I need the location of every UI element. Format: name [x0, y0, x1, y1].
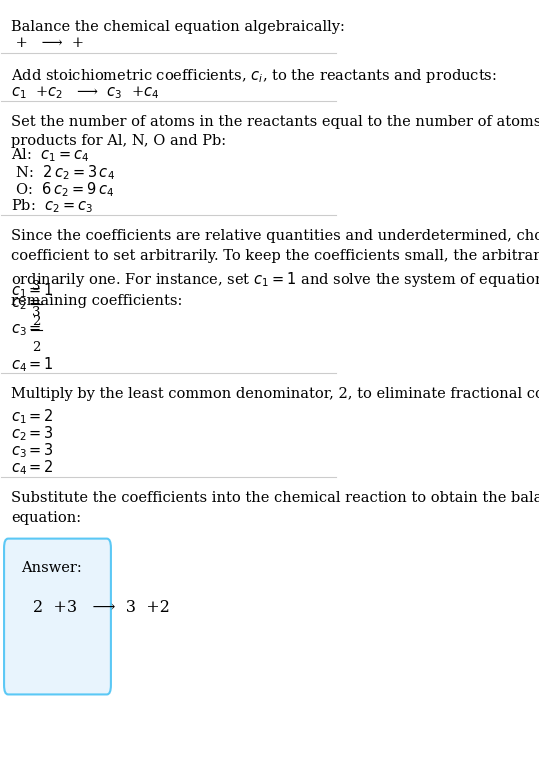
Text: N:  $2\,c_2 = 3\,c_4$: N: $2\,c_2 = 3\,c_4$ — [11, 163, 115, 182]
FancyBboxPatch shape — [4, 538, 111, 695]
Text: 3: 3 — [32, 307, 40, 319]
Text: $c_3 =$: $c_3 =$ — [11, 322, 42, 338]
Text: Al:  $c_1 = c_4$: Al: $c_1 = c_4$ — [11, 146, 90, 164]
Text: $c_3 = 3$: $c_3 = 3$ — [11, 442, 54, 461]
Text: $c_1 = 1$: $c_1 = 1$ — [11, 281, 54, 300]
Text: O:  $6\,c_2 = 9\,c_4$: O: $6\,c_2 = 9\,c_4$ — [11, 180, 115, 199]
Text: Since the coefficients are relative quantities and underdetermined, choose a
coe: Since the coefficients are relative quan… — [11, 230, 539, 308]
Text: $c_4 = 2$: $c_4 = 2$ — [11, 459, 54, 478]
Text: Substitute the coefficients into the chemical reaction to obtain the balanced
eq: Substitute the coefficients into the che… — [11, 492, 539, 525]
Text: 2: 2 — [32, 341, 40, 354]
Text: 2  +3   ⟶  3  +2: 2 +3 ⟶ 3 +2 — [33, 599, 170, 616]
Text: Balance the chemical equation algebraically:: Balance the chemical equation algebraica… — [11, 20, 345, 34]
Text: $c_1 = 2$: $c_1 = 2$ — [11, 408, 54, 426]
Text: +   ⟶  +: + ⟶ + — [11, 37, 89, 51]
Text: $c_2 =$: $c_2 =$ — [11, 296, 42, 311]
Text: Answer:: Answer: — [22, 561, 82, 575]
Text: $c_2 = 3$: $c_2 = 3$ — [11, 425, 54, 443]
Text: 3: 3 — [32, 280, 40, 293]
Text: Set the number of atoms in the reactants equal to the number of atoms in the
pro: Set the number of atoms in the reactants… — [11, 114, 539, 148]
Text: Pb:  $c_2 = c_3$: Pb: $c_2 = c_3$ — [11, 198, 93, 216]
Text: $c_4 = 1$: $c_4 = 1$ — [11, 355, 54, 373]
Text: $c_1$  +$c_2$   ⟶  $c_3$  +$c_4$: $c_1$ +$c_2$ ⟶ $c_3$ +$c_4$ — [11, 84, 160, 101]
Text: Multiply by the least common denominator, 2, to eliminate fractional coefficient: Multiply by the least common denominator… — [11, 387, 539, 401]
Text: Add stoichiometric coefficients, $c_i$, to the reactants and products:: Add stoichiometric coefficients, $c_i$, … — [11, 66, 497, 85]
Text: 2: 2 — [32, 314, 40, 328]
